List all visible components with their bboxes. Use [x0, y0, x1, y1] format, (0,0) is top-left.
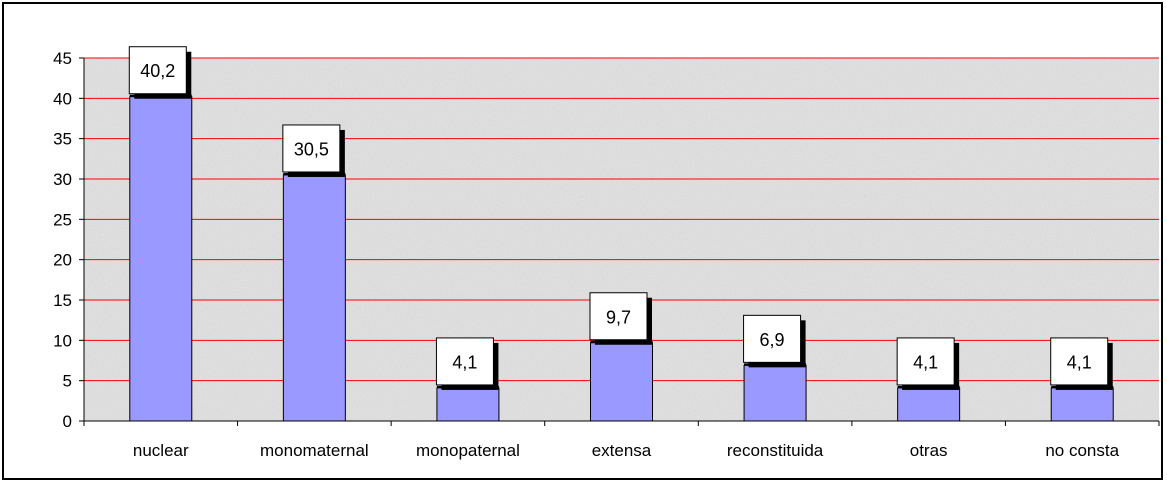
bar-rect: [282, 174, 346, 422]
data-label-otras: 4,1: [896, 337, 960, 390]
data-label-box: [282, 124, 341, 173]
y-tick-label: 0: [63, 412, 72, 431]
data-label-nuclear: 40,2: [128, 46, 192, 99]
x-tick-label-no-consta: no consta: [1045, 441, 1119, 460]
bar-nuclear: [129, 94, 193, 422]
x-tick-label-monomaternal: monomaternal: [260, 441, 369, 460]
x-tick-label-otras: otras: [910, 441, 948, 460]
data-label-box: [1050, 337, 1109, 386]
bar-monopaternal: [436, 385, 500, 422]
bar-monomaternal: [282, 172, 346, 422]
data-label-box: [896, 337, 955, 386]
y-tick-label: 25: [53, 210, 72, 229]
data-label-box: [128, 46, 187, 95]
data-label-extensa: 9,7: [589, 292, 652, 345]
data-labels: 40,2 30,5 4,1 9,7 6,9 4,1 4,1: [128, 46, 1113, 390]
y-tick-label: 35: [53, 130, 72, 149]
data-label-monomaternal: 30,5: [282, 124, 345, 177]
data-label-reconstituida: 6,9: [743, 314, 806, 368]
y-tick-label: 30: [53, 170, 72, 189]
data-label-text: 30,5: [294, 139, 329, 159]
y-tick-label: 20: [53, 251, 72, 270]
bar-rect: [897, 387, 961, 422]
data-label-box: [743, 314, 802, 363]
data-label-text: 4,1: [452, 352, 477, 372]
bar-rect: [436, 387, 500, 422]
y-tick-label: 40: [53, 89, 72, 108]
bar-otras: [897, 385, 961, 422]
data-label-text: 40,2: [140, 61, 175, 81]
bar-chart: 0 5 10 15 20 25 30 35 40 45 nuclear monomaternal mon…: [53, 46, 1160, 460]
y-tick-label: 5: [63, 372, 72, 391]
bars: [129, 94, 1114, 422]
data-label-text: 9,7: [606, 307, 631, 327]
x-tick-label-nuclear: nuclear: [133, 441, 189, 460]
bar-rect: [1050, 387, 1114, 422]
y-tick-label: 10: [53, 331, 72, 350]
bar-no-consta: [1050, 385, 1114, 422]
data-label-monopaternal: 4,1: [435, 337, 499, 390]
bar-rect: [590, 342, 653, 422]
bar-rect: [743, 364, 807, 422]
data-label-text: 4,1: [913, 352, 938, 372]
y-tick-label: 45: [53, 49, 72, 68]
data-label-box: [589, 292, 648, 341]
bar-extensa: [590, 340, 653, 422]
data-label-text: 6,9: [760, 330, 785, 350]
y-tick-label: 15: [53, 291, 72, 310]
x-tick-label-reconstituida: reconstituida: [727, 441, 824, 460]
data-label-box: [435, 337, 494, 386]
x-tick-label-monopaternal: monopaternal: [416, 441, 520, 460]
bar-reconstituida: [743, 363, 807, 422]
data-label-text: 4,1: [1067, 352, 1092, 372]
data-label-no-consta: 4,1: [1050, 337, 1113, 390]
bar-rect: [129, 96, 193, 422]
x-tick-label-extensa: extensa: [592, 441, 652, 460]
